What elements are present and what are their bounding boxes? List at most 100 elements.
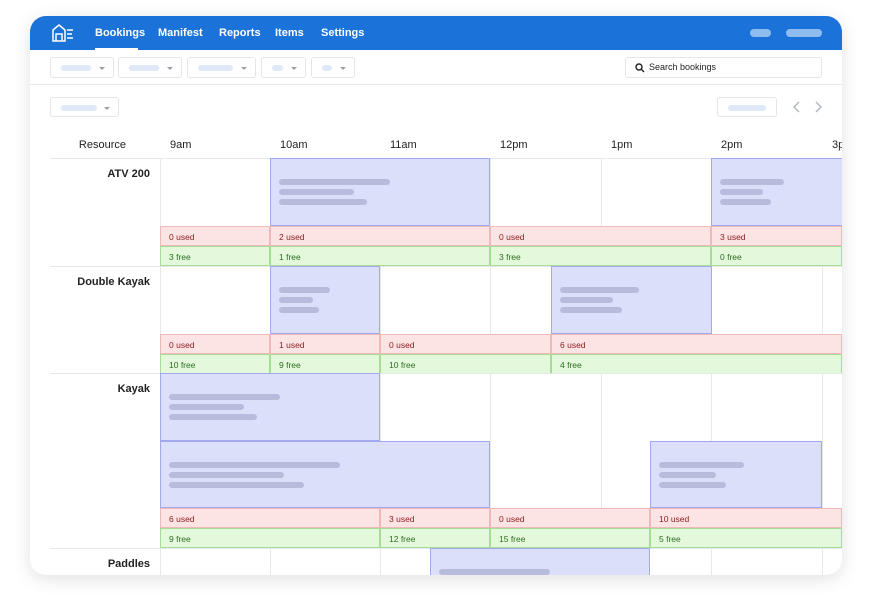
grid-line: [380, 548, 381, 575]
caret: [340, 67, 346, 70]
nav-bar: [30, 16, 842, 50]
resource-name: Double Kayak: [77, 276, 150, 288]
time-header: 12pm: [500, 139, 528, 151]
search-placeholder: Search bookings: [649, 62, 717, 72]
booking-placeholder: [279, 297, 313, 303]
grid-line: [822, 266, 823, 334]
account-pill[interactable]: [786, 29, 822, 37]
grid-line: [822, 373, 823, 508]
booking-block[interactable]: [160, 440, 490, 508]
view-dropdown[interactable]: [50, 97, 119, 117]
used-count: 6 used: [551, 333, 842, 354]
used-count: 0 used: [160, 333, 270, 354]
free-count: 1 free: [270, 245, 490, 266]
logo-icon: [52, 24, 73, 42]
time-header: 2pm: [721, 139, 743, 151]
user-pill[interactable]: [750, 29, 771, 37]
booking-placeholder: [560, 297, 613, 303]
booking-placeholder: [659, 481, 726, 488]
booking-placeholder: [169, 404, 244, 410]
booking-block[interactable]: [650, 440, 822, 508]
used-count: 1 used: [270, 333, 380, 354]
used-count: 6 used: [160, 508, 380, 528]
booking-block[interactable]: [270, 266, 380, 334]
booking-placeholder: [560, 287, 639, 293]
row-divider: [50, 266, 842, 267]
booking-block[interactable]: [711, 158, 842, 226]
filter-dropdown[interactable]: [261, 57, 306, 78]
resource-name: ATV 200: [107, 168, 150, 180]
time-header: 3pm: [832, 139, 842, 151]
logo[interactable]: [50, 22, 74, 44]
booking-block[interactable]: [270, 158, 490, 226]
nav-item[interactable]: Items: [275, 27, 304, 39]
grid-line: [822, 548, 823, 575]
search-icon: [635, 63, 645, 73]
grid-line: [601, 373, 602, 508]
placeholder: [728, 105, 766, 111]
free-count: 9 free: [160, 528, 380, 548]
grid-line: [490, 266, 491, 334]
caret: [99, 67, 105, 70]
filter-dropdown[interactable]: [118, 57, 182, 78]
booking-placeholder: [279, 179, 390, 185]
grid-line: [490, 158, 491, 226]
grid-line: [380, 266, 381, 334]
app-window: Bookings Manifest Reports Items Settings Sear…: [30, 16, 842, 575]
free-count: 3 free: [160, 245, 270, 266]
time-header: 11am: [390, 139, 417, 151]
caret: [104, 107, 110, 110]
search-box[interactable]: Search bookings: [625, 57, 822, 78]
placeholder: [272, 65, 283, 71]
booking-placeholder: [720, 199, 771, 205]
row-divider: [50, 373, 842, 374]
booking-placeholder: [659, 471, 716, 478]
booking-block[interactable]: [430, 548, 650, 575]
booking-placeholder: [169, 394, 280, 400]
used-count: 0 used: [490, 508, 650, 528]
booking-block[interactable]: [551, 266, 712, 334]
free-count: 10 free: [380, 353, 551, 374]
resource-name: Kayak: [117, 383, 150, 395]
grid-line: [160, 158, 161, 226]
time-header: 9am: [170, 139, 192, 151]
filter-dropdown[interactable]: [187, 57, 256, 78]
pager-arrows[interactable]: [790, 99, 826, 115]
time-header: 10am: [280, 139, 308, 151]
booking-placeholder: [439, 569, 550, 575]
nav-item[interactable]: Reports: [219, 27, 261, 39]
used-count: 0 used: [490, 225, 711, 246]
filter-dropdown[interactable]: [311, 57, 355, 78]
booking-placeholder: [560, 307, 622, 313]
nav-active-underline: [95, 48, 138, 50]
used-count: 2 used: [270, 225, 490, 246]
pager[interactable]: [790, 99, 826, 115]
nav-item[interactable]: Settings: [321, 27, 365, 39]
booking-placeholder: [279, 287, 330, 293]
placeholder: [129, 65, 159, 71]
booking-placeholder: [169, 461, 340, 468]
date-button[interactable]: [717, 97, 777, 117]
nav-item[interactable]: Manifest: [158, 27, 203, 39]
used-count: 0 used: [160, 225, 270, 246]
booking-block[interactable]: [160, 373, 380, 441]
booking-placeholder: [169, 481, 304, 488]
free-count: 3 free: [490, 245, 711, 266]
nav-item[interactable]: Bookings: [95, 27, 146, 39]
used-count: 3 used: [380, 508, 490, 528]
free-count: 9 free: [270, 353, 380, 374]
booking-placeholder: [279, 189, 354, 195]
booking-placeholder: [169, 414, 257, 420]
booking-placeholder: [720, 179, 784, 185]
resource-header: Resource: [78, 139, 126, 151]
resource-name: Paddles: [107, 558, 150, 570]
filter-dropdown[interactable]: [50, 57, 114, 78]
grid-line: [490, 373, 491, 508]
free-count: 5 free: [650, 528, 842, 548]
time-header: 1pm: [611, 139, 633, 151]
booking-placeholder: [659, 461, 744, 468]
used-count: 0 used: [380, 333, 551, 354]
free-count: 15 free: [490, 528, 650, 548]
placeholder: [61, 65, 91, 71]
